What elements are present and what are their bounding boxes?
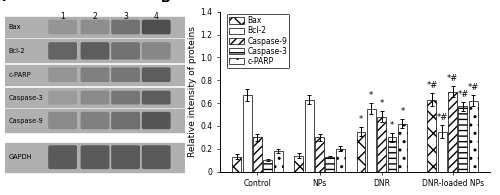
Bar <box>294 156 304 172</box>
FancyBboxPatch shape <box>142 67 171 82</box>
Bar <box>5 17 185 37</box>
FancyBboxPatch shape <box>80 20 110 34</box>
FancyBboxPatch shape <box>111 20 140 34</box>
Text: *#: *# <box>436 113 448 122</box>
Text: A: A <box>0 0 6 4</box>
Y-axis label: Relative intensity of proteins: Relative intensity of proteins <box>188 26 198 157</box>
Bar <box>448 92 457 172</box>
Bar <box>438 132 446 172</box>
FancyBboxPatch shape <box>111 42 140 60</box>
Text: Bcl-2: Bcl-2 <box>8 48 25 54</box>
Text: *#: *# <box>426 81 438 90</box>
FancyBboxPatch shape <box>142 91 171 105</box>
Bar <box>232 157 241 172</box>
FancyBboxPatch shape <box>142 145 171 169</box>
FancyBboxPatch shape <box>111 145 140 169</box>
Text: c-PARP: c-PARP <box>8 72 32 78</box>
FancyBboxPatch shape <box>142 20 171 34</box>
Bar <box>242 95 252 172</box>
FancyBboxPatch shape <box>80 91 110 105</box>
FancyBboxPatch shape <box>142 112 171 129</box>
FancyBboxPatch shape <box>48 112 77 129</box>
Bar <box>458 106 468 172</box>
Bar <box>315 137 324 172</box>
FancyBboxPatch shape <box>80 42 110 60</box>
FancyBboxPatch shape <box>48 20 77 34</box>
Bar <box>326 157 334 172</box>
Text: *#: *# <box>447 74 458 83</box>
FancyBboxPatch shape <box>111 67 140 82</box>
Bar <box>5 143 185 172</box>
Bar <box>305 100 314 172</box>
Bar <box>5 109 185 132</box>
FancyBboxPatch shape <box>80 112 110 129</box>
Text: 2: 2 <box>92 12 98 21</box>
Bar <box>388 137 396 172</box>
Bar <box>367 109 376 172</box>
FancyBboxPatch shape <box>80 145 110 169</box>
Text: *#: *# <box>468 83 479 92</box>
Bar <box>274 151 282 172</box>
Bar <box>5 88 185 107</box>
Bar <box>428 100 436 172</box>
FancyBboxPatch shape <box>48 67 77 82</box>
Text: *: * <box>359 115 363 124</box>
FancyBboxPatch shape <box>111 91 140 105</box>
Text: 3: 3 <box>123 12 128 21</box>
FancyBboxPatch shape <box>111 112 140 129</box>
Text: *: * <box>390 121 394 130</box>
Text: Bax: Bax <box>8 24 21 30</box>
Text: *#: *# <box>458 90 468 99</box>
FancyBboxPatch shape <box>142 42 171 60</box>
Bar <box>469 101 478 172</box>
Bar <box>5 39 185 62</box>
Text: GAPDH: GAPDH <box>8 154 32 160</box>
Bar <box>377 117 386 172</box>
FancyBboxPatch shape <box>48 145 77 169</box>
Text: Caspase-3: Caspase-3 <box>8 95 43 101</box>
Text: Caspase-9: Caspase-9 <box>8 118 43 123</box>
Bar <box>336 149 344 172</box>
FancyBboxPatch shape <box>80 67 110 82</box>
FancyBboxPatch shape <box>48 91 77 105</box>
Text: *: * <box>400 107 404 116</box>
Text: *: * <box>380 99 384 108</box>
FancyBboxPatch shape <box>48 42 77 60</box>
Bar <box>264 160 272 172</box>
Text: B: B <box>160 0 170 5</box>
Bar <box>5 65 185 85</box>
Bar <box>398 124 407 172</box>
Text: *: * <box>369 91 374 100</box>
Bar <box>356 132 366 172</box>
Bar <box>253 137 262 172</box>
Legend: Bax, Bcl-2, Caspase-9, Caspase-3, c-PARP: Bax, Bcl-2, Caspase-9, Caspase-3, c-PARP <box>226 14 290 68</box>
Text: 4: 4 <box>154 12 158 21</box>
Text: 1: 1 <box>60 12 65 21</box>
